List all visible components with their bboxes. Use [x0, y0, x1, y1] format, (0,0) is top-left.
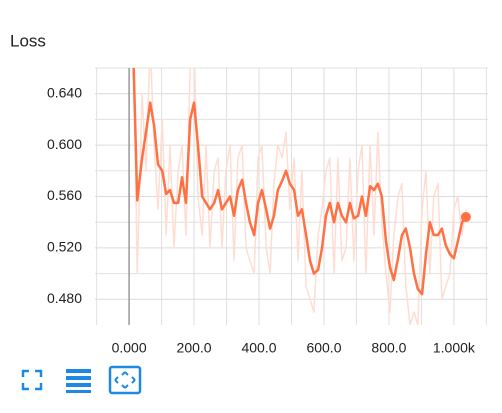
fit-domain-button[interactable]	[108, 365, 142, 395]
y-tick-label: 0.520	[47, 239, 82, 255]
fullscreen-button[interactable]	[21, 369, 43, 391]
x-tick-label: 0.000	[112, 340, 147, 356]
x-tick-label: 1.000k	[433, 340, 476, 356]
toggle-log-button[interactable]	[66, 369, 91, 393]
y-tick-label: 0.480	[47, 290, 82, 306]
y-tick-label: 0.640	[47, 84, 82, 100]
x-tick-label: 600.0	[306, 340, 341, 356]
y-tick-label: 0.560	[47, 187, 82, 203]
y-tick-label: 0.600	[47, 136, 82, 152]
chart-title: Loss	[10, 31, 46, 50]
plot-area	[132, 68, 467, 325]
x-tick-label: 400.0	[241, 340, 276, 356]
series-line	[132, 68, 467, 296]
last-point	[460, 212, 471, 223]
grid	[95, 67, 488, 325]
series-line	[133, 68, 467, 325]
x-tick-label: 200.0	[177, 340, 212, 356]
x-tick-label: 800.0	[371, 340, 406, 356]
